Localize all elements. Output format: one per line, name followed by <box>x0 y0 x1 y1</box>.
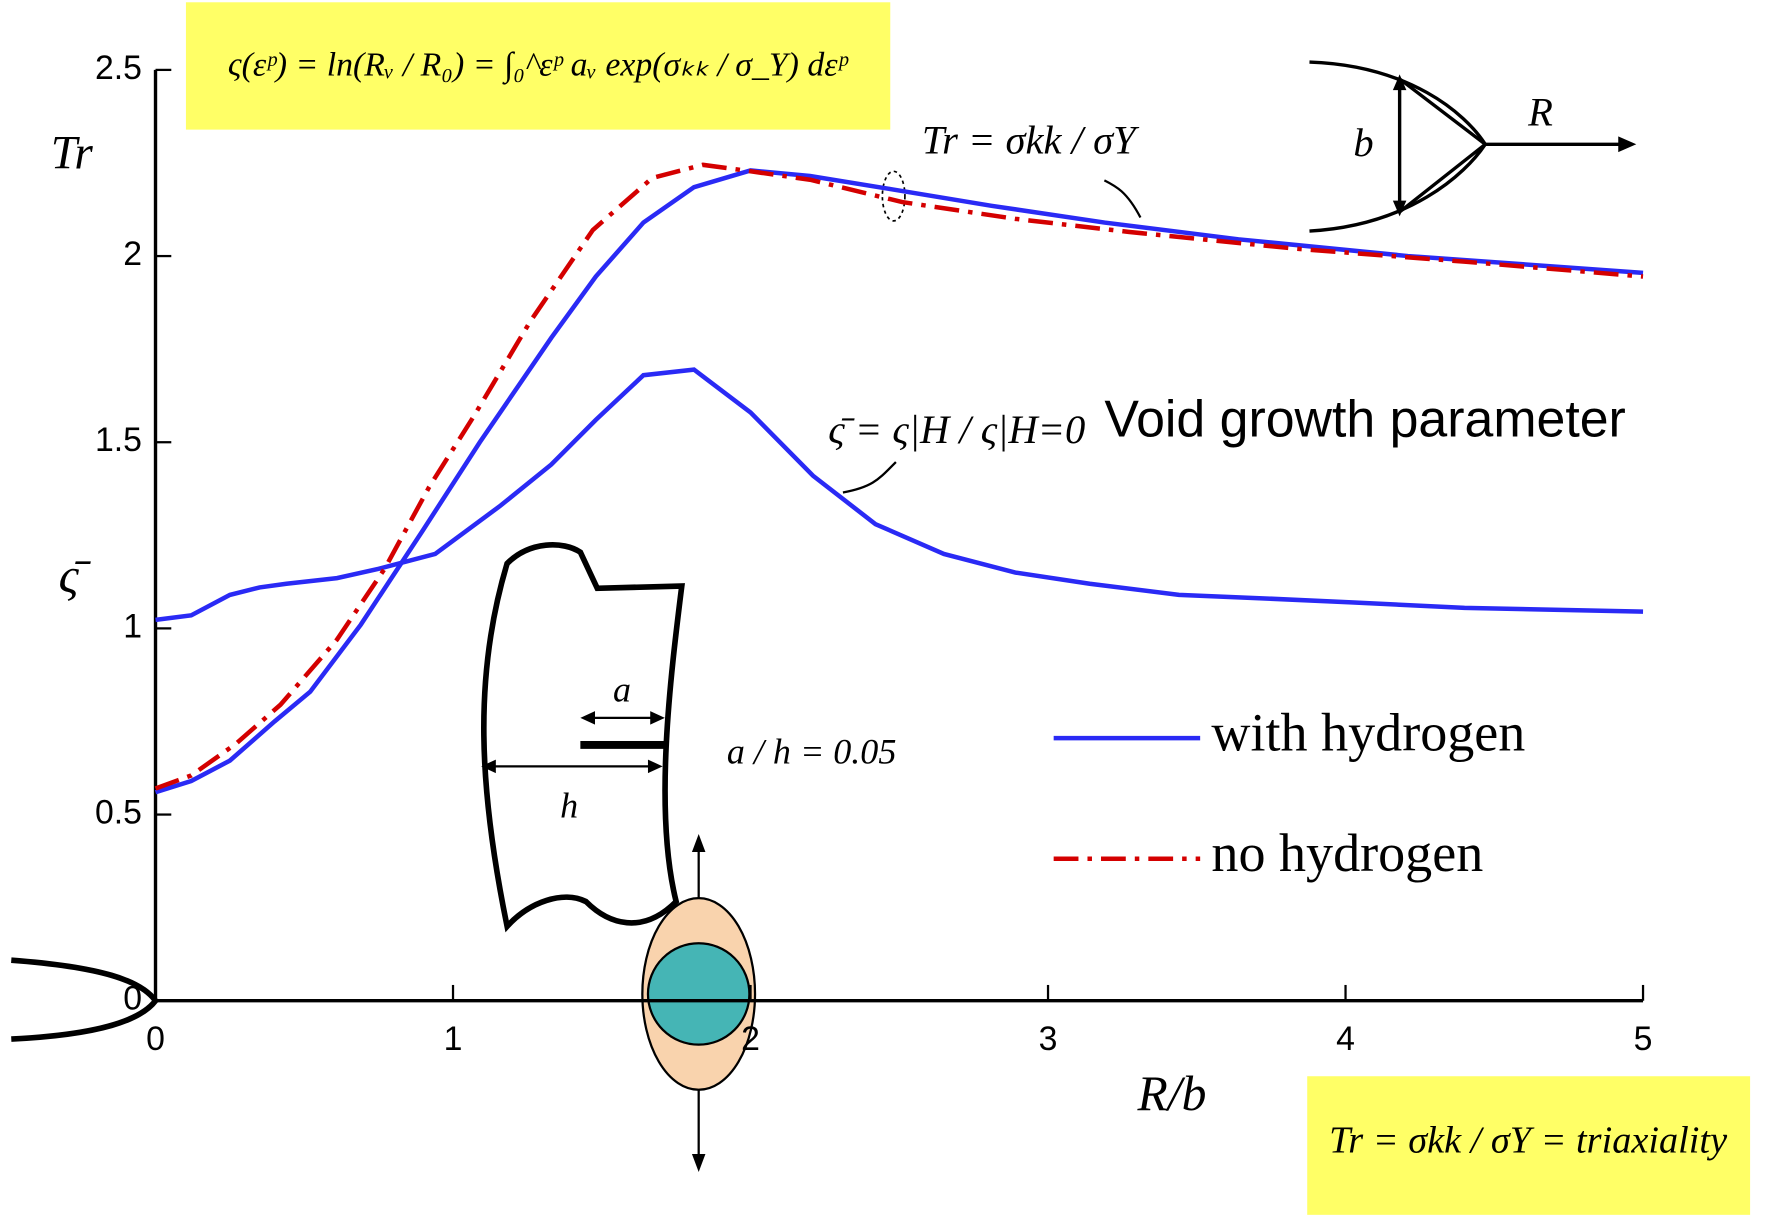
page: ς(εᵖ) = ln(Rᵥ / R₀) = ∫₀^εᵖ aᵥ exp(σₖₖ /… <box>0 0 1767 1221</box>
x-tick-label: 5 <box>1634 1020 1653 1058</box>
legend-label: no hydrogen <box>1211 823 1483 883</box>
x-tick-label: 1 <box>444 1020 463 1058</box>
series-line <box>156 170 1644 792</box>
x-tick-label: 4 <box>1336 1020 1355 1058</box>
annotation: Void growth parameter <box>1104 389 1625 447</box>
void-sketch <box>648 943 749 1044</box>
series-line <box>156 165 1644 789</box>
annotation: h <box>560 785 578 825</box>
x-tick-label: 2 <box>741 1020 760 1058</box>
y-tick-label: 2 <box>123 235 142 273</box>
y-tick-label: 0.5 <box>95 793 142 831</box>
y-label: Tr <box>51 128 94 180</box>
annotation: b <box>1353 120 1373 165</box>
annotation: a <box>613 669 631 709</box>
chart: ς(εᵖ) = ln(Rᵥ / R₀) = ∫₀^εᵖ aᵥ exp(σₖₖ /… <box>0 0 1767 1216</box>
annotation: a / h = 0.05 <box>727 731 897 771</box>
y-tick-label: 0 <box>123 980 142 1018</box>
y-tick-label: 2.5 <box>95 49 142 87</box>
formula: ς(εᵖ) = ln(Rᵥ / R₀) = ∫₀^εᵖ aᵥ exp(σₖₖ /… <box>228 46 849 85</box>
x-tick-label: 3 <box>1039 1020 1058 1058</box>
y-label: ς̄ <box>59 548 92 603</box>
triaxiality: Tr = σkk / σY = triaxiality <box>1329 1120 1728 1162</box>
x-label: R/b <box>1137 1066 1207 1121</box>
annotation: R <box>1527 89 1553 134</box>
annotation: Tr = σkk / σY <box>922 118 1140 163</box>
legend-label: with hydrogen <box>1211 703 1525 763</box>
y-tick-label: 1 <box>123 607 142 645</box>
x-tick-label: 0 <box>146 1020 165 1058</box>
annotation: ς̄ = ς|H / ς|H=0 <box>828 407 1085 452</box>
y-tick-label: 1.5 <box>95 421 142 459</box>
